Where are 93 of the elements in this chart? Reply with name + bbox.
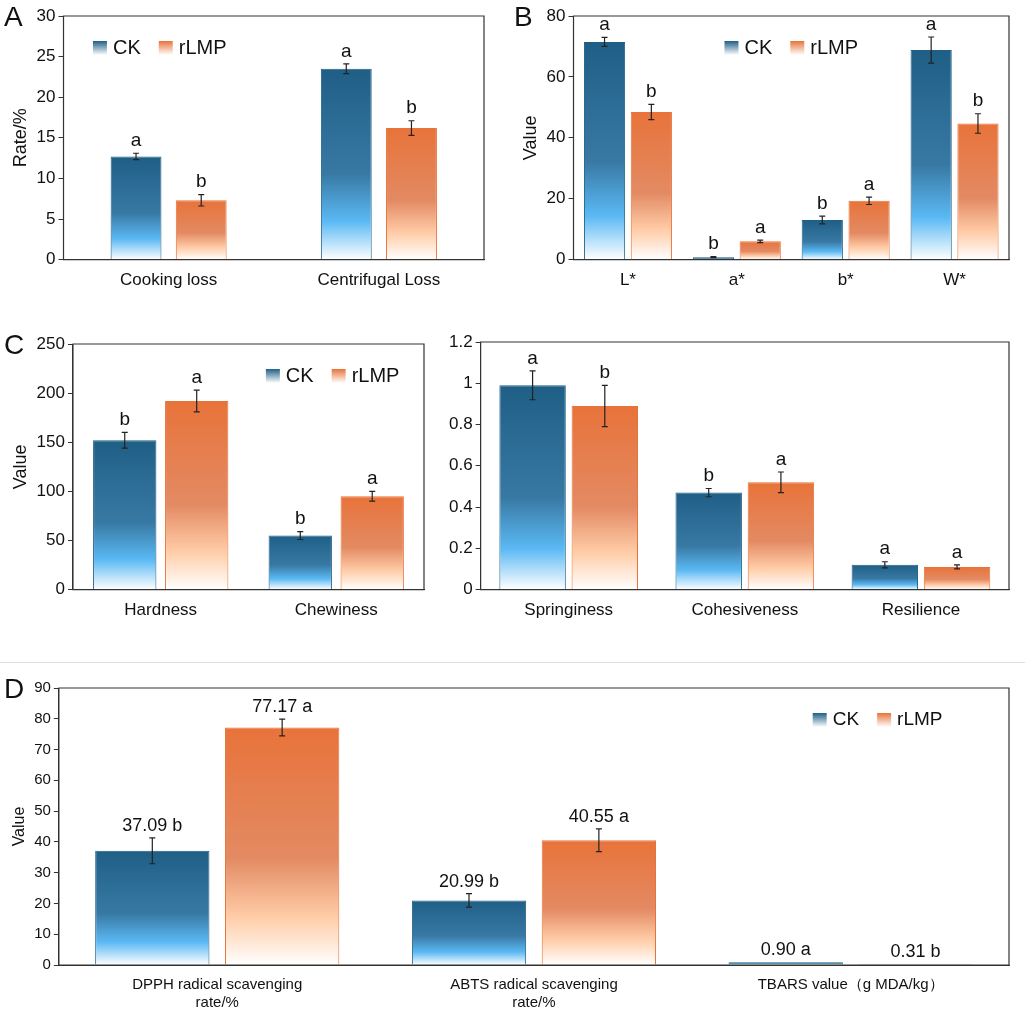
x-tick-label: Springiness [524,600,614,620]
x-tick-label: Centrifugal Loss [317,270,441,290]
y-tick-label: 100 [36,481,65,501]
y-tick-label: 15 [36,127,56,147]
y-tick-label: 5 [46,208,56,228]
data-label: a [775,447,787,469]
chart-title: C [4,328,25,360]
data-label: a [879,537,891,559]
y-tick-label: 10 [36,168,56,188]
data-label: 40.55 a [568,805,630,826]
y-tick-label: 25 [36,46,56,66]
data-label: 0.90 a [760,939,812,960]
y-tick-label: 20 [546,188,566,208]
y-tick-label: 1 [463,372,473,392]
y-tick-label: 200 [36,382,65,402]
y-axis-title: Value [9,444,30,490]
y-tick-label: 90 [34,678,51,696]
data-label: a [341,39,352,61]
data-label: a [366,467,378,489]
data-label: a [130,128,142,150]
data-label: a [951,540,963,562]
y-tick-label: 0 [55,579,65,599]
legend-label: CK [832,708,860,730]
x-tick-label: Resilience [881,600,961,620]
chart-title: A [4,0,23,32]
y-tick-label: 1.2 [448,331,473,351]
data-label: b [599,361,611,383]
y-tick-label: 0 [42,955,51,973]
data-label: b [708,232,719,254]
data-label: 0.31 b [890,941,941,962]
x-tick-label: b* [837,270,855,290]
x-tick-label: Cohesiveness [691,600,799,620]
y-tick-label: 70 [34,739,51,757]
data-label: 37.09 b [122,814,183,835]
y-tick-label: 50 [46,530,65,550]
y-tick-label: 40 [546,127,566,147]
y-tick-label: 40 [34,832,51,850]
data-label: 20.99 b [438,870,500,891]
data-label: 77.17 a [252,696,314,717]
legend-label: rLMP [351,363,400,386]
y-axis-title: Rate/% [9,108,30,168]
y-tick-label: 60 [34,770,51,788]
y-tick-label: 60 [546,66,566,86]
data-label: b [406,96,417,118]
y-tick-label: 0.8 [448,414,473,434]
y-tick-label: 0 [46,249,56,269]
legend-label: rLMP [897,708,943,730]
data-label: b [195,170,207,192]
y-tick-label: 0.6 [448,455,473,475]
y-tick-label: 150 [36,431,65,451]
x-tick-label: Hardness [124,600,198,620]
data-label: b [119,408,131,430]
x-tick-label: ABTS radical scavenging rate/% [450,975,618,1011]
data-label: a [599,13,611,35]
data-label: a [925,12,937,34]
x-tick-label: Cooking loss [119,270,218,290]
y-tick-label: 10 [34,924,51,942]
data-label: a [863,172,875,194]
y-tick-label: 0 [556,249,566,269]
y-axis-title: Value [10,806,28,847]
y-tick-label: 250 [36,333,65,353]
data-label: b [816,191,828,213]
y-tick-label: 80 [34,708,51,726]
y-tick-label: 20 [34,893,51,911]
data-label: a [191,365,203,387]
y-tick-label: 80 [546,5,566,25]
data-label: b [703,464,714,486]
y-tick-label: 30 [34,862,51,880]
y-tick-label: 50 [34,801,51,819]
x-tick-label: W* [943,270,967,290]
y-tick-label: 0.4 [448,496,473,516]
legend-label: CK [744,35,773,58]
y-tick-label: 0.2 [448,538,473,558]
y-axis-title: Value [519,115,540,161]
x-tick-label: DPPH radical scavenging rate/% [132,975,303,1011]
chart-title: D [4,672,25,704]
chart-title: B [514,0,533,32]
x-tick-label: Chewiness [294,600,378,620]
legend-label: CK [285,363,315,386]
data-label: a [527,346,539,368]
x-tick-label: a* [728,270,746,290]
legend-label: CK [112,35,142,58]
y-tick-label: 0 [463,579,473,599]
legend-label: rLMP [810,35,859,58]
x-tick-label: L* [619,270,637,290]
data-label: a [754,215,766,237]
data-label: b [972,89,984,111]
x-tick-label: TBARS value（g MDA/kg） [757,975,944,993]
data-label: b [294,507,306,529]
legend-label: rLMP [178,35,227,58]
data-label: b [646,80,657,102]
y-tick-label: 30 [36,5,56,25]
y-tick-label: 20 [36,86,56,106]
